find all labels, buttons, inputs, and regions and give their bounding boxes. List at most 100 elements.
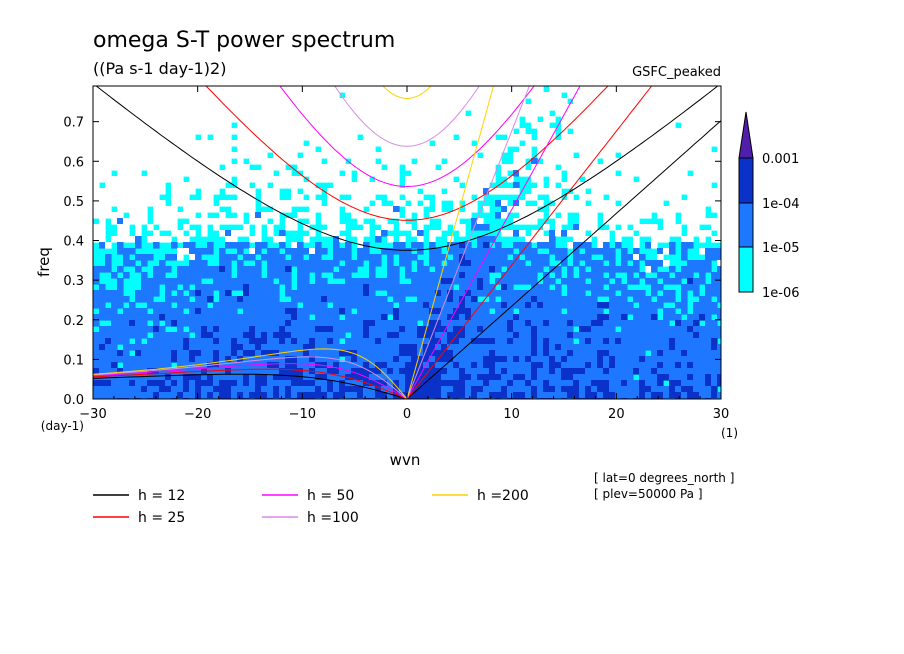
power-cell <box>387 284 394 291</box>
power-cell <box>303 86 310 93</box>
power-cell <box>153 92 160 99</box>
power-cell <box>333 308 340 315</box>
power-cell <box>147 104 154 111</box>
power-cell <box>393 392 400 399</box>
power-cell <box>315 368 322 375</box>
power-cell <box>435 86 442 93</box>
power-cell <box>717 110 721 117</box>
power-cell <box>579 194 586 201</box>
power-cell <box>303 272 310 279</box>
power-cell <box>243 326 250 333</box>
power-cell <box>639 302 646 309</box>
power-cell <box>195 326 202 333</box>
power-cell <box>465 320 472 327</box>
power-cell <box>153 266 160 273</box>
power-cell <box>447 86 454 93</box>
power-cell <box>411 356 418 363</box>
power-cell <box>159 332 166 339</box>
power-cell <box>453 104 460 111</box>
power-cell <box>423 122 430 129</box>
power-cell <box>363 92 370 99</box>
power-cell <box>213 284 220 291</box>
power-cell <box>549 146 556 153</box>
power-cell <box>117 128 124 135</box>
power-cell <box>579 362 586 369</box>
power-cell <box>543 104 550 111</box>
power-cell <box>507 332 514 339</box>
power-cell <box>291 110 298 117</box>
y-tick-label: 0.2 <box>63 314 84 329</box>
power-cell <box>537 98 544 105</box>
power-cell <box>315 314 322 321</box>
power-cell <box>99 296 106 303</box>
power-cell <box>453 254 460 261</box>
power-cell <box>627 146 634 153</box>
power-cell <box>645 344 652 351</box>
power-cell <box>435 266 442 273</box>
power-cell <box>363 182 370 189</box>
power-cell <box>225 290 232 297</box>
power-cell <box>261 134 268 141</box>
power-cell <box>543 368 550 375</box>
power-cell <box>333 320 340 327</box>
power-cell <box>141 362 148 369</box>
power-cell <box>681 140 688 147</box>
power-cell <box>621 104 628 111</box>
power-cell <box>171 200 178 207</box>
power-cell <box>597 374 604 381</box>
power-cell <box>693 110 700 117</box>
power-cell <box>237 374 244 381</box>
power-cell <box>525 146 532 153</box>
power-cell <box>165 296 172 303</box>
power-cell <box>669 344 676 351</box>
power-cell <box>717 170 721 177</box>
power-cell <box>195 302 202 309</box>
power-cell <box>135 188 142 195</box>
power-cell <box>375 308 382 315</box>
power-cell <box>183 188 190 195</box>
power-cell <box>681 152 688 159</box>
power-cell <box>135 146 142 153</box>
power-cell <box>171 356 178 363</box>
power-cell <box>531 290 538 297</box>
power-cell <box>717 278 721 285</box>
power-cell <box>651 158 658 165</box>
power-cell <box>321 278 328 285</box>
power-cell <box>639 380 646 387</box>
power-cell <box>411 392 418 399</box>
power-cell <box>189 374 196 381</box>
power-cell <box>567 176 574 183</box>
power-cell <box>687 188 694 195</box>
power-cell <box>273 338 280 345</box>
power-cell <box>213 386 220 393</box>
power-cell <box>711 290 718 297</box>
power-cell <box>483 236 490 243</box>
power-cell <box>591 320 598 327</box>
power-cell <box>663 194 670 201</box>
power-cell <box>369 116 376 123</box>
power-cell <box>333 260 340 267</box>
power-cell <box>399 116 406 123</box>
power-cell <box>525 296 532 303</box>
power-cell <box>387 98 394 105</box>
power-cell <box>183 212 190 219</box>
power-cell <box>261 380 268 387</box>
power-cell <box>615 164 622 171</box>
power-cell <box>387 362 394 369</box>
colorbar-top-arrow <box>738 111 754 159</box>
power-cell <box>675 314 682 321</box>
power-cell <box>363 86 370 93</box>
power-cell <box>615 296 622 303</box>
power-cell <box>327 98 334 105</box>
power-cell <box>573 140 580 147</box>
power-cell <box>597 302 604 309</box>
power-cell <box>165 266 172 273</box>
power-cell <box>609 362 616 369</box>
power-cell <box>387 86 394 93</box>
power-cell <box>255 350 262 357</box>
power-cell <box>459 350 466 357</box>
power-cell <box>657 206 664 213</box>
power-cell <box>285 344 292 351</box>
power-cell <box>279 332 286 339</box>
power-cell <box>363 386 370 393</box>
